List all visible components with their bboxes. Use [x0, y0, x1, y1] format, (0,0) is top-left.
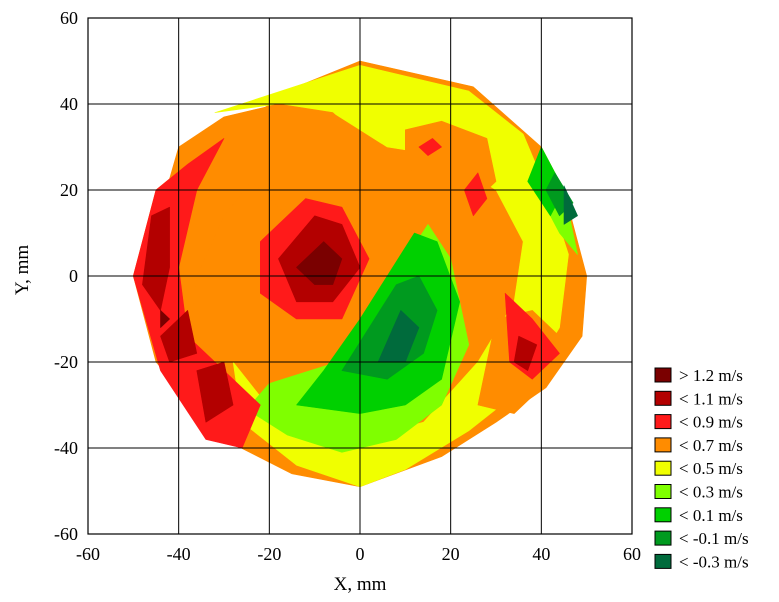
- x-tick-label: -60: [76, 544, 100, 564]
- x-tick-label: 60: [623, 544, 641, 564]
- y-tick-label: 60: [60, 8, 78, 28]
- tick-layer: -60 -40 -20 0 20 40 60 -60 -40 -20 0 20 40 60: [54, 8, 641, 564]
- legend-label: < 0.9 m/s: [679, 413, 743, 432]
- contour-region: [341, 275, 438, 380]
- contour-region: [160, 310, 170, 328]
- legend-swatch: [654, 437, 672, 453]
- legend-swatch: [654, 530, 672, 546]
- contour-region: [196, 361, 234, 423]
- legend: > 1.2 m/s < 1.1 m/s < 0.9 m/s < 0.7 m/s < 0.…: [654, 366, 749, 571]
- contour-region: [418, 138, 442, 156]
- y-axis-label: Y, mm: [12, 245, 33, 296]
- legend-swatch: [654, 460, 672, 476]
- y-tick-label: 20: [60, 180, 78, 200]
- contour-region: [463, 172, 488, 217]
- x-tick-label: -20: [257, 544, 281, 564]
- legend-swatch: [654, 507, 672, 523]
- x-tick-label: 0: [356, 544, 365, 564]
- legend-swatch: [654, 414, 672, 430]
- y-tick-label: -60: [54, 524, 78, 544]
- x-tick-label: 20: [442, 544, 460, 564]
- legend-swatch: [654, 367, 672, 383]
- legend-label: < -0.3 m/s: [679, 552, 749, 571]
- legend-swatch: [654, 553, 672, 569]
- y-tick-label: -20: [54, 352, 78, 372]
- legend-swatch: [654, 390, 672, 406]
- legend-label: < 0.5 m/s: [679, 459, 743, 478]
- contour-region: [296, 241, 343, 285]
- x-axis-label: X, mm: [334, 574, 387, 595]
- y-tick-label: 0: [69, 266, 78, 286]
- x-tick-label: 40: [532, 544, 550, 564]
- plot-frame: [87, 17, 633, 535]
- y-tick-label: -40: [54, 438, 78, 458]
- x-tick-label: -40: [167, 544, 191, 564]
- contour-region: [142, 206, 170, 311]
- y-tick-label: 40: [60, 94, 78, 114]
- legend-label: < 1.1 m/s: [679, 389, 743, 408]
- legend-label: < 0.7 m/s: [679, 436, 743, 455]
- legend-label: < 0.3 m/s: [679, 483, 743, 502]
- legend-label: < -0.1 m/s: [679, 529, 749, 548]
- contour-region: [563, 185, 578, 225]
- legend-label: < 0.1 m/s: [679, 506, 743, 525]
- legend-swatch: [654, 484, 672, 499]
- legend-label: > 1.2 m/s: [679, 366, 743, 385]
